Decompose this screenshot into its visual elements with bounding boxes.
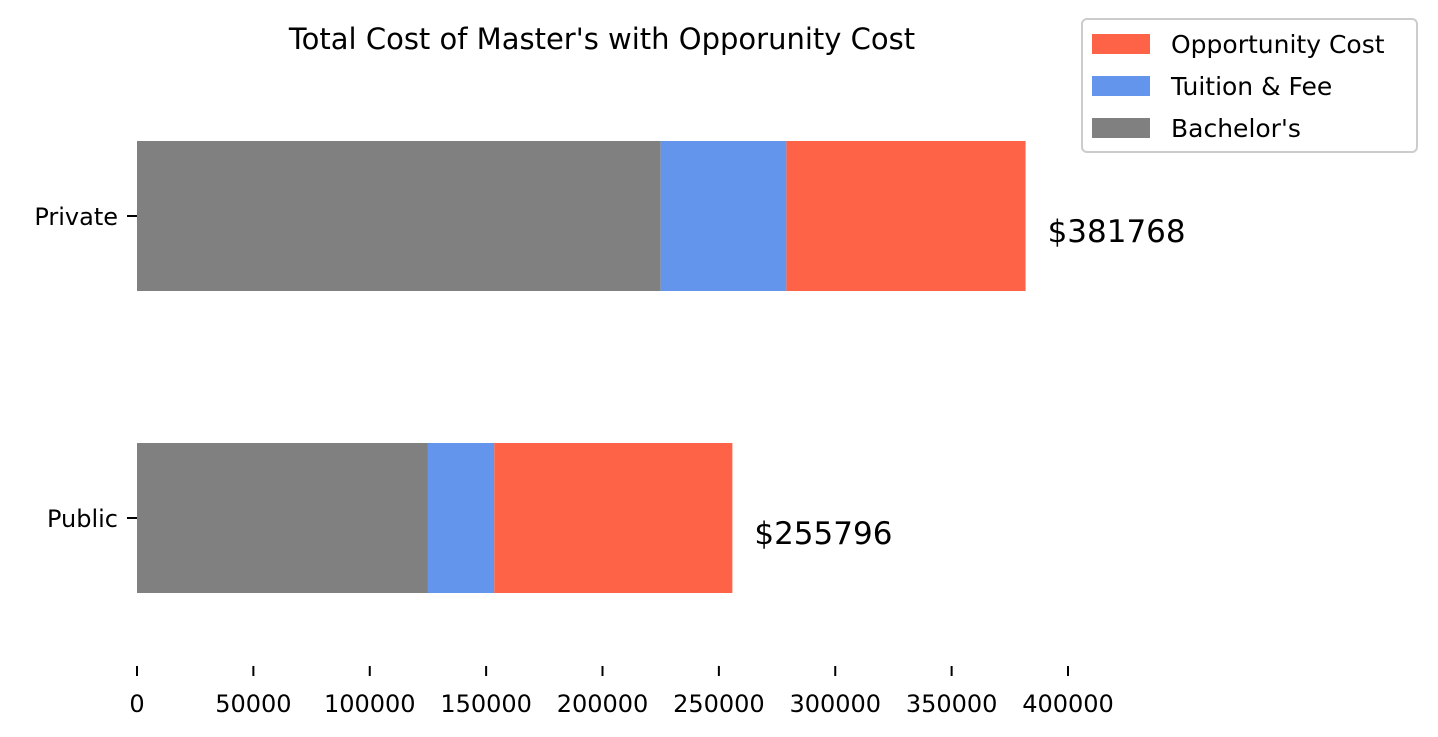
legend-swatch-bachelor-s <box>1092 118 1150 138</box>
x-tick-label-6: 300000 <box>789 690 881 718</box>
legend-swatch-tuition-fee <box>1092 76 1150 96</box>
x-tick-label-1: 50000 <box>215 690 291 718</box>
x-tick-label-3: 150000 <box>440 690 532 718</box>
bar-public-tuition-fee <box>427 443 495 593</box>
legend-label-opportunity-cost: Opportunity Cost <box>1171 30 1385 59</box>
y-axis: Private Public <box>34 203 137 533</box>
bar-public-opportunity-cost <box>494 443 733 593</box>
x-tick-label-7: 350000 <box>906 690 998 718</box>
bars-group <box>137 141 1026 593</box>
x-tick-label-4: 200000 <box>557 690 649 718</box>
bar-public-bachelor-s <box>137 443 428 593</box>
x-tick-label-0: 0 <box>129 690 144 718</box>
y-tick-label-public: Public <box>47 505 118 533</box>
chart-title: Total Cost of Master's with Opporunity C… <box>288 22 915 56</box>
x-tick-label-8: 400000 <box>1022 690 1114 718</box>
legend: Opportunity Cost Tuition & Fee Bachelor's <box>1081 18 1418 153</box>
legend-swatch-opportunity-cost <box>1092 34 1150 54</box>
bar-private-opportunity-cost <box>786 141 1026 291</box>
total-label-public: $255796 <box>754 516 892 552</box>
legend-label-bachelor-s: Bachelor's <box>1171 114 1301 143</box>
y-tick-label-private: Private <box>34 203 118 231</box>
x-tick-label-2: 100000 <box>324 690 416 718</box>
total-labels-group: $381768 $255796 <box>754 214 1185 552</box>
legend-label-tuition-fee: Tuition & Fee <box>1170 72 1332 101</box>
bar-private-bachelor-s <box>137 141 661 291</box>
bar-private-tuition-fee <box>660 141 787 291</box>
x-tick-label-5: 250000 <box>673 690 765 718</box>
x-axis: 0 50000 100000 150000 200000 250000 300000 3500… <box>129 666 1114 718</box>
legend-frame <box>1081 18 1418 153</box>
total-label-private: $381768 <box>1048 214 1186 250</box>
